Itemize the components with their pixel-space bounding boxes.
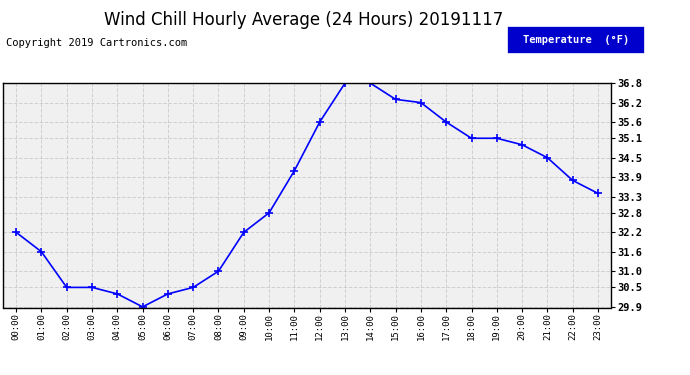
Text: Copyright 2019 Cartronics.com: Copyright 2019 Cartronics.com: [6, 38, 187, 48]
Text: Temperature  (°F): Temperature (°F): [523, 35, 629, 45]
Text: Wind Chill Hourly Average (24 Hours) 20191117: Wind Chill Hourly Average (24 Hours) 201…: [104, 11, 503, 29]
